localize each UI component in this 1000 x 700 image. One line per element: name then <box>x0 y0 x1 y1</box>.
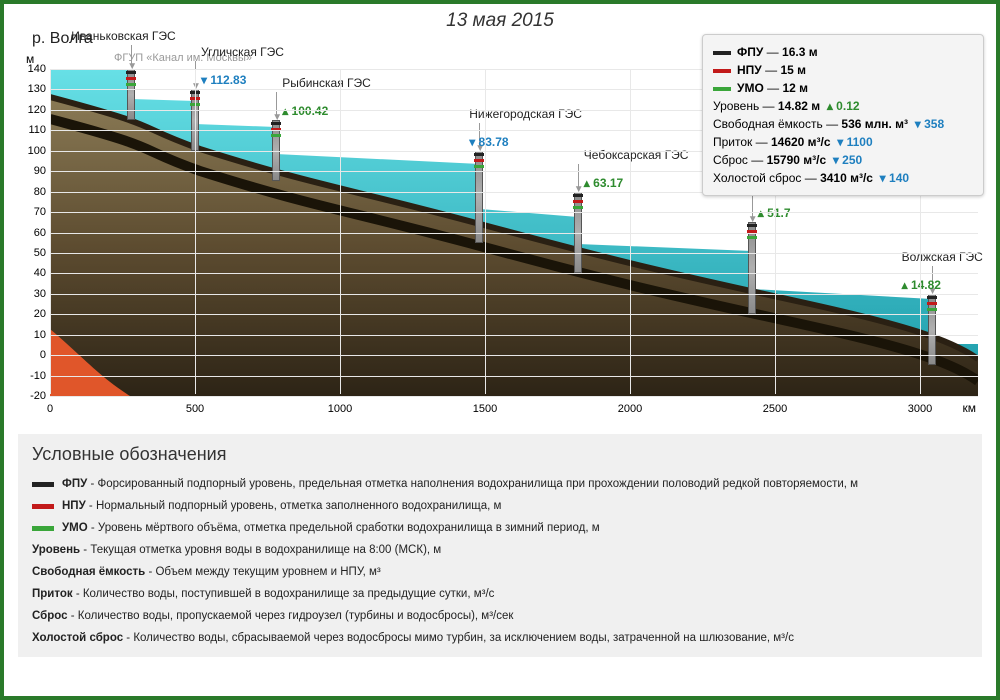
dam-value: ▾ 112.83 <box>201 73 246 87</box>
dam-label: Рыбинская ГЭС <box>282 76 371 90</box>
gridline-v <box>195 69 196 394</box>
y-tick: 130 <box>22 83 46 95</box>
dam-value: ▴ 100.42 <box>282 104 328 118</box>
gridline-h <box>50 212 978 213</box>
y-tick: 50 <box>22 247 46 259</box>
leader-arrow-icon: ▼ <box>272 112 282 123</box>
legend-row: Приток - Количество воды, поступившей в … <box>32 583 968 605</box>
frame: 13 мая 2015 р. Волга ФГУП «Канал им. Мос… <box>0 0 1000 700</box>
gridline-h <box>50 314 978 315</box>
gridline-v <box>340 69 341 394</box>
legend-chip <box>32 482 54 487</box>
legend-row: ФПУ - Форсированный подпорный уровень, п… <box>32 473 968 495</box>
gridline-v <box>485 69 486 394</box>
y-tick: 60 <box>22 227 46 239</box>
leader-arrow-icon: ▼ <box>127 61 137 72</box>
fpu-chip <box>713 51 731 55</box>
dam-label: Угличская ГЭС <box>201 45 284 59</box>
legend-row: НПУ - Нормальный подпорный уровень, отме… <box>32 495 968 517</box>
x-tick: 2500 <box>763 403 787 415</box>
legend-row: Уровень - Текущая отметка уровня воды в … <box>32 539 968 561</box>
legend-row: Свободная ёмкость - Объем между текущим … <box>32 561 968 583</box>
y-tick: 110 <box>22 124 46 136</box>
gridline-h <box>50 335 978 336</box>
gridline-h <box>50 376 978 377</box>
npu-chip <box>713 69 731 73</box>
legend: Условные обозначения ФПУ - Форсированный… <box>18 434 982 657</box>
gridline-h <box>50 273 978 274</box>
y-tick: 40 <box>22 267 46 279</box>
legend-row: Холостой сброс - Количество воды, сбрасы… <box>32 627 968 649</box>
x-tick: 3000 <box>908 403 932 415</box>
y-tick: 100 <box>22 145 46 157</box>
y-tick: -20 <box>22 390 46 402</box>
y-tick: 140 <box>22 63 46 75</box>
dam-value: ▾ 83.78 <box>469 135 508 149</box>
dam <box>474 151 484 243</box>
panel-fpu: ФПУ — 16.3 м <box>713 43 973 61</box>
y-tick: 70 <box>22 206 46 218</box>
legend-row: Сброс - Количество воды, пропускаемой че… <box>32 605 968 627</box>
x-tick: 1500 <box>473 403 497 415</box>
y-tick: 30 <box>22 288 46 300</box>
panel-row: Холостой сброс — 3410 м³/с ▾ 140 <box>713 169 973 187</box>
y-tick: -10 <box>22 370 46 382</box>
info-panel: ФПУ — 16.3 м НПУ — 15 м УМО — 12 м Урове… <box>702 34 984 196</box>
panel-row: Уровень — 14.82 м ▴ 0.12 <box>713 97 973 115</box>
dam-label: Волжская ГЭС <box>902 250 983 264</box>
legend-chip <box>32 526 54 531</box>
x-tick: 0 <box>47 403 53 415</box>
dam <box>126 69 136 120</box>
panel-row: Свободная ёмкость — 536 млн. м³ ▾ 358 <box>713 115 973 133</box>
dam <box>747 222 757 314</box>
dam-value: ▴ 14.82 <box>902 278 941 292</box>
legend-row: УМО - Уровень мёртвого объёма, отметка п… <box>32 517 968 539</box>
gridline-v <box>50 69 51 394</box>
dam-value: ▴ 63.17 <box>584 176 623 190</box>
gridline-v <box>630 69 631 394</box>
legend-chip <box>32 504 54 509</box>
panel-row: Приток — 14620 м³/с ▾ 1100 <box>713 133 973 151</box>
umo-chip <box>713 87 731 91</box>
panel-rows: Уровень — 14.82 м ▴ 0.12Свободная ёмкост… <box>713 97 973 187</box>
x-tick: 1000 <box>328 403 352 415</box>
legend-title: Условные обозначения <box>32 444 968 465</box>
gridline-h <box>50 355 978 356</box>
dam-label: Чебоксарская ГЭС <box>584 148 689 162</box>
leader-arrow-icon: ▼ <box>574 184 584 195</box>
gridline-h <box>50 233 978 234</box>
y-tick: 80 <box>22 186 46 198</box>
x-tick: 500 <box>186 403 204 415</box>
dam-label: Нижегородская ГЭС <box>469 107 582 121</box>
leader-arrow-icon: ▼ <box>748 214 758 225</box>
y-tick: 0 <box>22 349 46 361</box>
dam-label: Иваньковская ГЭС <box>71 29 176 43</box>
panel-row: Сброс — 15790 м³/с ▾ 250 <box>713 151 973 169</box>
gridline-h <box>50 294 978 295</box>
x-tick: 2000 <box>618 403 642 415</box>
panel-umo: УМО — 12 м <box>713 79 973 97</box>
y-tick: 10 <box>22 329 46 341</box>
gridline-h <box>50 396 978 397</box>
x-axis-label: км <box>963 401 977 415</box>
gridline-h <box>50 253 978 254</box>
y-tick: 120 <box>22 104 46 116</box>
y-tick: 90 <box>22 165 46 177</box>
y-tick: 20 <box>22 308 46 320</box>
panel-npu: НПУ — 15 м <box>713 61 973 79</box>
